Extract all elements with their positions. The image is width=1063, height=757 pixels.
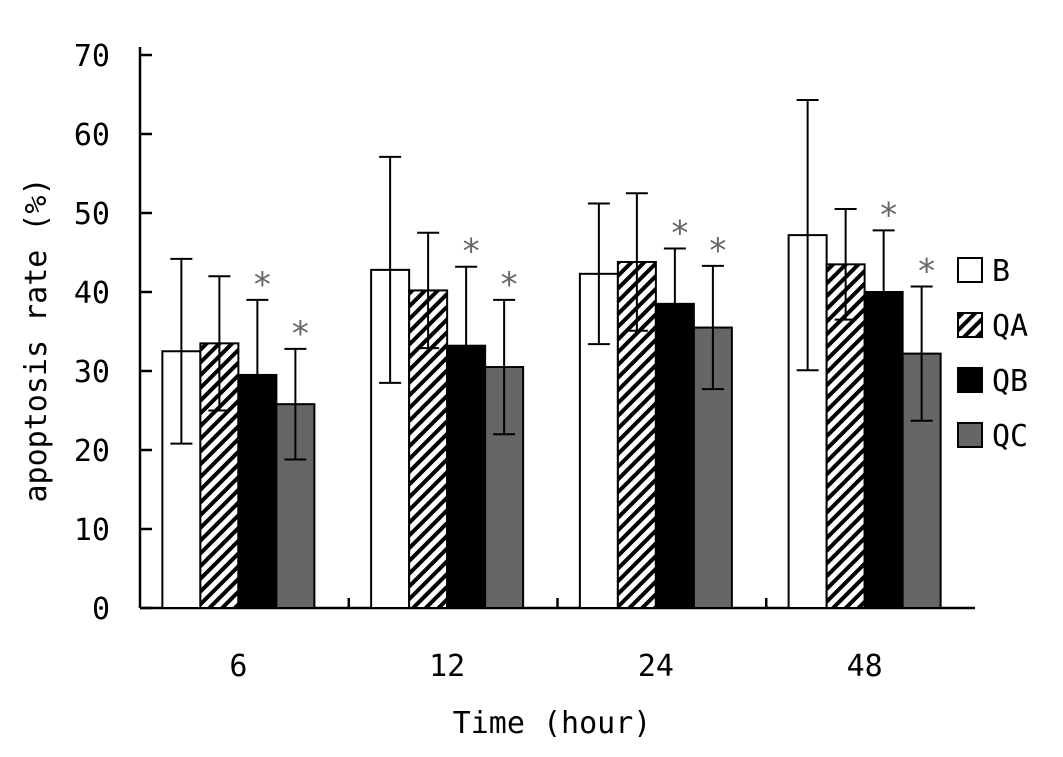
x-tick-label: 24	[638, 649, 674, 684]
y-tick-label: 0	[92, 592, 110, 627]
plot-area: 0 10 20 30 40 50 60 70 6 * * 12 * * 24 * * 48 * *	[74, 39, 975, 684]
legend-label-qa: QA	[992, 309, 1028, 344]
legend-swatch-b	[957, 257, 983, 283]
x-tick-label: 48	[847, 649, 883, 684]
significance-marker: *	[880, 195, 897, 235]
legend-label-qb: QB	[992, 364, 1028, 399]
y-tick-label: 20	[74, 434, 110, 469]
significance-marker: *	[463, 232, 480, 272]
bar-qc-24	[692, 326, 733, 609]
y-tick-label: 70	[74, 39, 110, 74]
significance-marker: *	[918, 251, 935, 291]
legend: B QA QB QC	[957, 254, 1028, 454]
significance-marker: *	[671, 214, 688, 254]
y-tick-label: 30	[74, 355, 110, 390]
y-tick-label: 60	[74, 118, 110, 153]
legend-label-qc: QC	[992, 419, 1028, 454]
significance-marker: *	[709, 231, 726, 271]
legend-swatch-qc	[957, 422, 983, 448]
legend-swatch-qb	[957, 367, 983, 393]
significance-marker: *	[254, 265, 271, 305]
x-tick-label: 6	[229, 649, 247, 684]
significance-marker: *	[501, 265, 518, 305]
x-axis-title: Time (hour)	[453, 706, 652, 741]
bar-qa-6	[199, 342, 240, 609]
bar-b-12	[370, 268, 411, 609]
legend-label-b: B	[992, 254, 1010, 289]
y-tick-label: 10	[74, 513, 110, 548]
bar-qb-6	[237, 373, 278, 610]
y-tick-label: 50	[74, 197, 110, 232]
x-tick-label: 12	[429, 649, 465, 684]
y-tick-label: 40	[74, 276, 110, 311]
significance-marker: *	[292, 314, 309, 354]
legend-swatch-qa	[957, 312, 983, 338]
y-axis-title: apoptosis rate (%)	[19, 177, 54, 502]
